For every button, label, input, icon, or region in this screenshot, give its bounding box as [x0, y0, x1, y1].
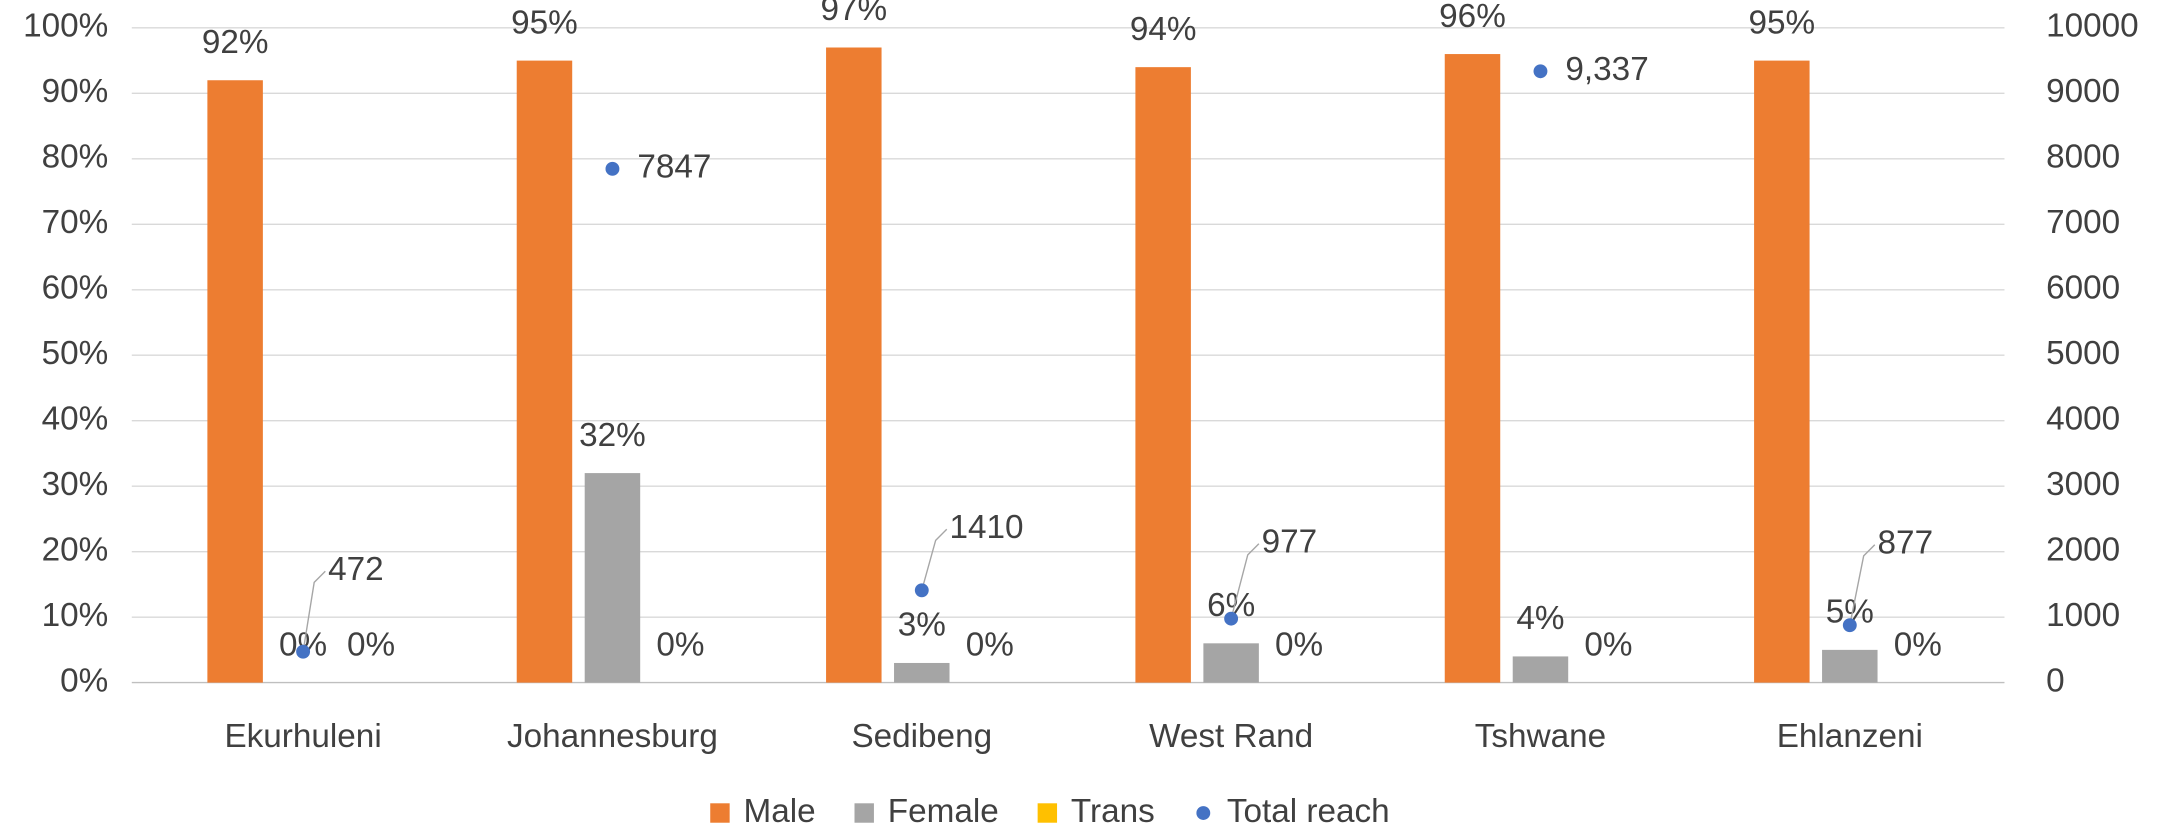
bar — [516, 60, 573, 683]
legend-marker — [710, 803, 730, 823]
bar — [1754, 60, 1810, 683]
data-label: 95% — [511, 4, 578, 41]
y-tick-label: 70% — [42, 204, 109, 241]
y-tick-label: 10% — [42, 597, 109, 634]
x-tick-label: Ehlanzeni — [1777, 718, 1923, 755]
data-label: 97% — [820, 0, 887, 28]
bar — [1822, 649, 1878, 683]
y-tick-label: 90% — [42, 73, 109, 110]
leader-line — [921, 528, 948, 591]
legend-marker — [854, 803, 874, 823]
leader-line — [1230, 543, 1260, 619]
y2-tick-label: 5000 — [2046, 335, 2120, 372]
y2-tick-label: 0 — [2046, 662, 2065, 699]
reach-point — [1842, 618, 1857, 633]
y2-tick-label: 8000 — [2046, 139, 2120, 176]
legend-marker — [1037, 803, 1058, 823]
bar — [207, 80, 263, 683]
data-label: 0% — [656, 626, 704, 663]
data-label: 9,337 — [1565, 51, 1648, 88]
bar — [584, 473, 641, 683]
data-label: 94% — [1130, 11, 1197, 48]
reach-point — [605, 161, 620, 176]
data-label: 0% — [1584, 626, 1632, 663]
y-tick-label: 50% — [42, 335, 109, 372]
bar — [826, 47, 882, 683]
leader-line — [1849, 544, 1876, 626]
reach-point — [296, 644, 311, 659]
y2-tick-label: 6000 — [2046, 270, 2120, 307]
data-label: 1410 — [950, 509, 1024, 546]
data-label: 0% — [1275, 626, 1323, 663]
legend-marker — [1196, 806, 1211, 820]
y-tick-label: 40% — [42, 401, 109, 438]
y2-tick-label: 1000 — [2046, 597, 2120, 634]
data-label: 0% — [966, 626, 1014, 663]
y-tick-label: 0% — [60, 662, 108, 699]
legend-label: Female — [888, 793, 999, 827]
y2-tick-label: 2000 — [2046, 531, 2120, 568]
data-label: 0% — [1894, 626, 1942, 663]
y2-tick-label: 3000 — [2046, 466, 2120, 503]
data-label: 7847 — [637, 149, 711, 186]
data-label: 472 — [328, 551, 384, 588]
data-label: 0% — [347, 626, 395, 663]
data-label: 32% — [579, 417, 646, 454]
data-label: 92% — [202, 24, 269, 61]
data-label: 4% — [1516, 600, 1564, 637]
legend-label: Total reach — [1227, 793, 1390, 827]
bar — [1135, 67, 1191, 683]
y-tick-label: 20% — [42, 531, 109, 568]
x-tick-label: Tshwane — [1475, 718, 1606, 755]
y2-tick-label: 7000 — [2046, 204, 2120, 241]
data-label: 96% — [1439, 0, 1506, 35]
data-label: 877 — [1878, 525, 1934, 562]
x-tick-label: Johannesburg — [507, 718, 718, 755]
x-tick-label: Ekurhuleni — [224, 718, 381, 755]
data-label: 95% — [1749, 4, 1816, 41]
reach-point — [1533, 64, 1548, 79]
bar — [1444, 54, 1501, 683]
bar — [1512, 656, 1569, 683]
reach-point — [914, 583, 929, 598]
y-tick-label: 30% — [42, 466, 109, 503]
reach-point — [1224, 611, 1239, 626]
legend-label: Trans — [1071, 793, 1155, 827]
y2-tick-label: 9000 — [2046, 73, 2120, 110]
x-tick-label: West Rand — [1149, 718, 1313, 755]
bar — [894, 662, 950, 683]
y2-tick-label: 10000 — [2046, 8, 2139, 45]
x-tick-label: Sedibeng — [851, 718, 992, 755]
y-tick-label: 60% — [42, 270, 109, 307]
data-label: 3% — [898, 607, 946, 644]
data-label: 977 — [1262, 524, 1318, 561]
leader-line — [302, 570, 326, 652]
y2-tick-label: 4000 — [2046, 401, 2120, 438]
y-tick-label: 80% — [42, 139, 109, 176]
y-tick-label: 100% — [23, 8, 108, 45]
legend-label: Male — [744, 793, 816, 827]
bar — [1203, 643, 1259, 683]
